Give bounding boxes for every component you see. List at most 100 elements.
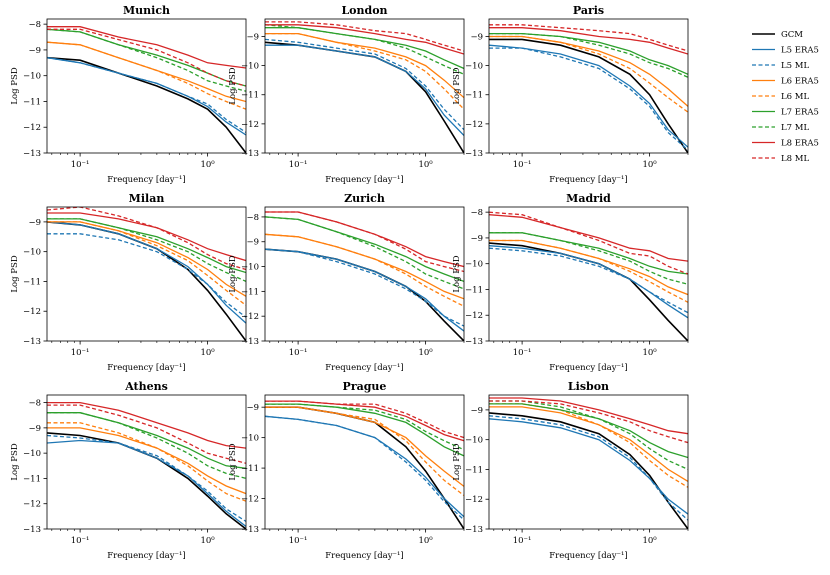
series-line-l8-ml: [265, 21, 464, 52]
y-tick-label: −9: [470, 406, 483, 416]
legend-label: L8 ERA5: [781, 139, 819, 149]
x-tick-label: 10⁰: [200, 536, 215, 546]
series-line-l5-era5: [265, 415, 464, 518]
series-line-l5-era5: [265, 44, 464, 136]
y-tick-label: −13: [465, 337, 483, 347]
series-line-gcm: [265, 406, 464, 529]
x-axis-label: Frequency [day⁻¹]: [549, 551, 628, 561]
series-group: [265, 400, 464, 529]
series-line-l6-era5: [265, 233, 464, 300]
subplot-title: Munich: [123, 4, 170, 17]
subplot-title: Zurich: [344, 192, 385, 205]
x-tick-label: 10⁻¹: [71, 348, 90, 358]
series-line-l7-era5: [47, 218, 246, 274]
series-line-l5-era5: [47, 221, 246, 324]
y-tick-label: −12: [465, 495, 483, 505]
subplot-title: Madrid: [566, 192, 611, 205]
legend-label: L8 ML: [781, 154, 809, 164]
series-line-l5-ml: [265, 415, 464, 521]
series-line-l7-ml: [265, 216, 464, 290]
series-line-l5-era5: [489, 44, 688, 148]
series-line-l6-era5: [489, 406, 688, 482]
y-tick-label: −10: [465, 62, 483, 72]
series-line-l6-ml: [47, 221, 246, 306]
series-line-l5-ml: [265, 248, 464, 327]
subplot-milan: Milan −13 −12 −11 −10 −9 10⁻¹ 10⁰ Frequency [day…: [10, 192, 247, 373]
legend-label: L5 ERA5: [781, 46, 819, 56]
y-tick-label: −9: [246, 238, 259, 248]
y-tick-label: −9: [246, 32, 259, 42]
series-line-l5-era5: [47, 57, 246, 136]
series-group: [489, 397, 688, 529]
legend-label: L7 ML: [781, 123, 809, 133]
x-tick-label: 10⁰: [642, 160, 657, 170]
subplot-munich: Munich −13 −12 −11 −10 −9 −8 10⁻¹ 10⁰ Frequency […: [10, 4, 247, 185]
series-line-l6-ml: [47, 422, 246, 502]
subplot-title: Paris: [573, 4, 604, 17]
y-tick-label: −8: [246, 213, 259, 223]
series-line-l5-ml: [47, 233, 246, 318]
x-tick-label: 10⁻¹: [513, 348, 532, 358]
series-line-gcm: [47, 432, 246, 529]
y-tick-label: −13: [241, 525, 259, 535]
series-line-gcm: [489, 38, 688, 153]
series-line-l8-ml: [47, 28, 246, 87]
series-line-gcm: [265, 248, 464, 341]
y-tick-label: −9: [28, 46, 41, 56]
series-line-l8-ml: [489, 211, 688, 275]
subplot-madrid: Madrid −13 −12 −11 −10 −9 −8 10⁻¹ 10⁰ Frequency […: [452, 192, 689, 373]
legend-label: L6 ML: [781, 92, 809, 102]
series-line-l8-era5: [47, 26, 246, 69]
x-tick-label: 10⁻¹: [289, 160, 308, 170]
y-tick-label: −10: [241, 62, 259, 72]
series-line-l5-ml: [47, 57, 246, 133]
series-line-l5-ml: [47, 434, 246, 522]
x-axis-label: Frequency [day⁻¹]: [549, 175, 628, 185]
y-axis-label: Log PSD: [452, 255, 462, 292]
legend: GCM L5 ERA5 L5 ML L6 ERA5 L6 ML L7 ERA5 L7 ML L…: [752, 30, 819, 164]
x-tick-label: 10⁻¹: [71, 536, 90, 546]
y-tick-label: −11: [241, 464, 259, 474]
y-tick-label: −10: [23, 449, 41, 459]
subplot-prague: Prague −13 −12 −11 −10 −9 10⁻¹ 10⁰ Frequency [da…: [228, 380, 465, 561]
y-tick-label: −13: [23, 525, 41, 535]
x-axis-label: Frequency [day⁻¹]: [107, 175, 186, 185]
x-tick-label: 10⁰: [418, 160, 433, 170]
series-line-l7-era5: [489, 232, 688, 275]
series-line-l8-ml: [47, 207, 246, 271]
series-line-l5-era5: [489, 418, 688, 515]
y-tick-label: −10: [465, 436, 483, 446]
y-tick-label: −11: [23, 277, 41, 287]
y-tick-label: −13: [23, 337, 41, 347]
x-axis-label: Frequency [day⁻¹]: [107, 363, 186, 373]
x-axis-label: Frequency [day⁻¹]: [325, 551, 404, 561]
series-line-l5-ml: [489, 247, 688, 314]
y-tick-label: −13: [465, 525, 483, 535]
x-tick-label: 10⁻¹: [289, 536, 308, 546]
series-line-l8-ml: [47, 404, 246, 464]
y-axis-label: Log PSD: [228, 67, 238, 104]
y-axis-label: Log PSD: [10, 443, 20, 480]
series-group: [47, 401, 246, 529]
series-line-l7-ml: [489, 232, 688, 285]
series-group: [489, 24, 688, 153]
series-line-l5-ml: [489, 47, 688, 151]
x-tick-label: 10⁰: [642, 536, 657, 546]
y-tick-label: −13: [23, 149, 41, 159]
series-line-l6-era5: [47, 41, 246, 103]
series-line-l5-era5: [489, 245, 688, 319]
subplot-title: Lisbon: [568, 380, 609, 393]
legend-label: GCM: [781, 30, 803, 40]
y-axis-label: Log PSD: [228, 255, 238, 292]
series-line-l7-era5: [265, 216, 464, 283]
x-tick-label: 10⁰: [200, 348, 215, 358]
x-axis-label: Frequency [day⁻¹]: [107, 551, 186, 561]
axes-frame: [264, 18, 465, 154]
y-tick-label: −12: [241, 312, 259, 322]
series-line-l7-era5: [47, 28, 246, 87]
series-line-l8-ml: [265, 211, 464, 273]
y-tick-label: −11: [465, 465, 483, 475]
y-axis-label: Log PSD: [452, 443, 462, 480]
series-line-l7-ml: [265, 24, 464, 75]
series-line-l7-ml: [489, 400, 688, 470]
